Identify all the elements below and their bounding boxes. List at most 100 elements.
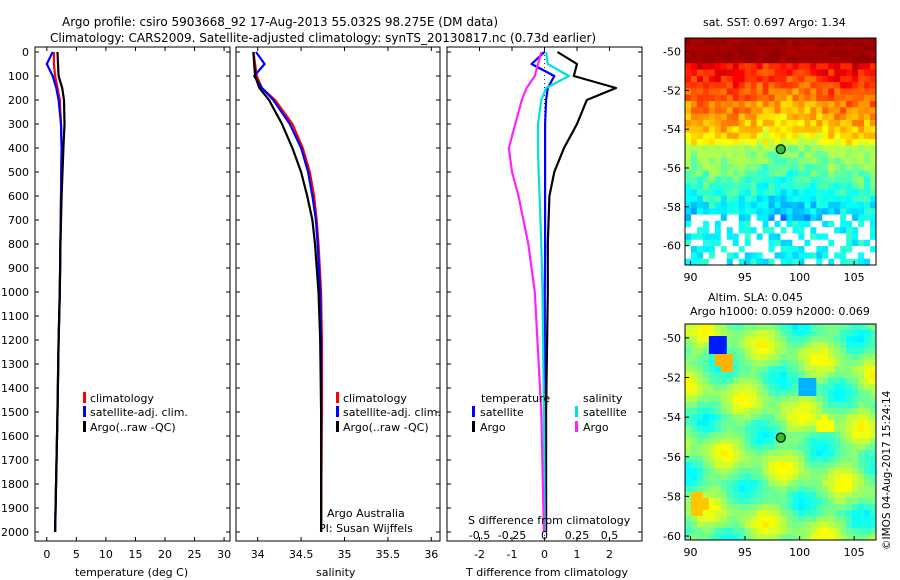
sst-map-panel: sat. SST: 0.697 Argo: 1.34 90 95 100 105-50… <box>663 16 877 284</box>
map-cell <box>696 44 704 52</box>
map-cell <box>726 164 734 171</box>
map-cell <box>744 402 752 409</box>
map-cell <box>840 522 847 529</box>
map-cell <box>834 402 841 409</box>
map-cell <box>780 233 787 241</box>
map-cell <box>780 378 787 385</box>
map-cell <box>816 252 823 260</box>
map-cell <box>774 510 781 517</box>
map-cell <box>762 189 769 197</box>
map-cell <box>744 408 752 415</box>
map-cell <box>696 474 704 481</box>
map-cell <box>685 208 692 215</box>
map-cell <box>732 56 740 64</box>
map-cell <box>714 132 722 140</box>
map-cell <box>696 132 704 140</box>
map-cell <box>744 119 752 127</box>
map-cell <box>750 516 758 523</box>
map-cell <box>834 450 841 457</box>
map-cell <box>852 50 859 58</box>
map-cell <box>792 101 799 108</box>
map-cell <box>685 164 692 171</box>
map-cell <box>816 384 823 391</box>
map-cell <box>714 324 722 331</box>
map-cell <box>774 170 781 178</box>
map-cell <box>828 486 835 493</box>
map-cell <box>780 94 787 102</box>
map-cell <box>726 342 734 349</box>
legend-swatch-argo <box>83 421 86 432</box>
map-cell <box>738 414 746 421</box>
map-cell <box>864 372 871 379</box>
map-cell <box>816 220 823 228</box>
map-cell <box>840 38 847 45</box>
map-cell <box>804 396 811 403</box>
map-cell <box>774 498 781 505</box>
map-cell <box>738 408 746 415</box>
map-cell <box>804 402 811 409</box>
map-cell <box>804 176 811 184</box>
map-cell <box>690 50 698 58</box>
map-cell <box>810 132 817 140</box>
map-cell <box>732 396 740 403</box>
map-cell <box>690 233 698 241</box>
map-cell <box>864 151 871 159</box>
map-cell <box>774 258 781 266</box>
map-cell <box>870 348 877 355</box>
map-cell <box>804 522 811 529</box>
map-cell <box>840 176 847 184</box>
map-cell <box>792 214 799 222</box>
map-cell <box>798 208 805 215</box>
map-cell <box>750 354 758 361</box>
map-cell <box>804 195 811 203</box>
series-line-temperature-argo <box>544 51 618 532</box>
map-cell <box>738 227 746 234</box>
map-cell <box>726 233 734 241</box>
map-cell <box>708 450 716 457</box>
map-cell <box>828 227 835 234</box>
map-cell <box>864 258 871 266</box>
map-cell <box>858 138 865 146</box>
map-cell <box>810 420 817 427</box>
map-cell <box>852 330 859 337</box>
map-cell <box>768 119 775 127</box>
map-cell <box>720 195 728 203</box>
map-cell <box>714 214 722 222</box>
map-cell <box>864 366 871 373</box>
map-cell <box>810 384 817 391</box>
map-cell <box>768 113 775 121</box>
map-cell <box>840 239 847 247</box>
map-cell <box>750 63 758 70</box>
map-cell <box>720 336 728 343</box>
map-cell <box>858 107 865 115</box>
map-cell <box>750 402 758 409</box>
map-cell <box>750 113 758 121</box>
map-cell <box>702 522 710 529</box>
map-cell <box>804 183 811 190</box>
map-cell <box>744 390 752 397</box>
map-cell <box>756 432 763 439</box>
map-cell <box>738 528 746 535</box>
map-cell <box>708 462 716 469</box>
map-cell <box>738 239 746 247</box>
map-cell <box>768 246 775 253</box>
map-cell <box>828 201 835 209</box>
map-cell <box>780 201 787 209</box>
map-cell <box>858 348 865 355</box>
map-cell <box>858 384 865 391</box>
map-cell <box>768 208 775 215</box>
map-cell <box>798 69 805 77</box>
map-cell <box>685 456 692 463</box>
map-cell <box>834 132 841 140</box>
map-cell <box>816 432 823 439</box>
map-cell <box>810 528 817 535</box>
y-tick-label: -52 <box>663 372 681 385</box>
map-cell <box>768 516 775 523</box>
map-cell <box>708 432 716 439</box>
map-cell <box>702 504 710 511</box>
map-cell <box>798 492 805 499</box>
map-cell <box>738 170 746 178</box>
map-cell <box>834 50 841 58</box>
map-cell <box>738 176 746 184</box>
map-cell <box>750 145 758 152</box>
